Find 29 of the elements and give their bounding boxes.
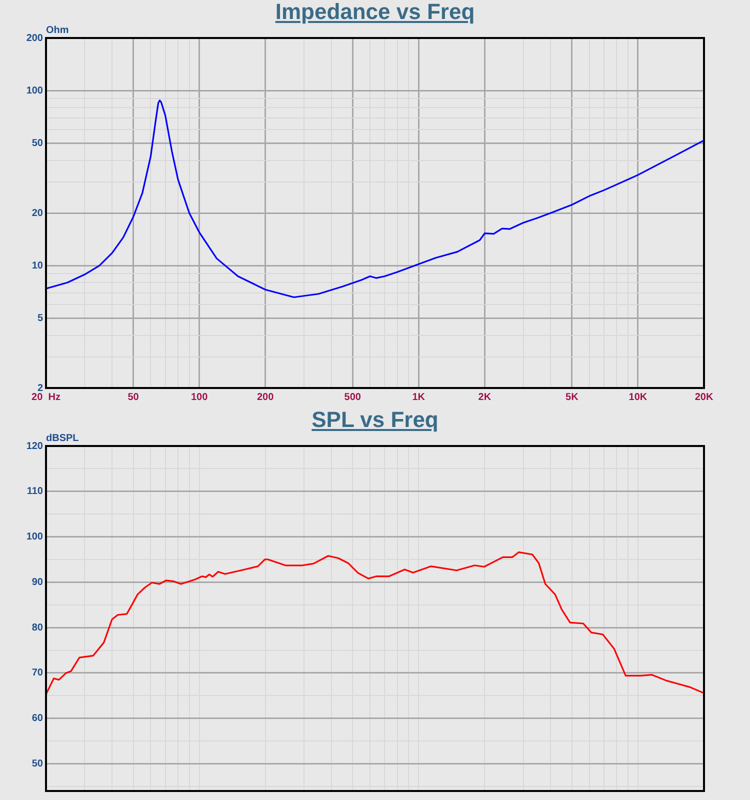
x-tick-label: 2K [478, 392, 492, 403]
x-tick-label: 20K [694, 392, 714, 403]
y-tick-label: 100 [26, 85, 44, 96]
y-tick-label: 50 [32, 758, 44, 770]
y-tick-label: 110 [26, 486, 44, 498]
x-tick-label: 1K [412, 392, 426, 403]
x-tick-label: 200 [256, 392, 274, 403]
y-tick-label: 200 [26, 32, 44, 44]
x-tick-label: 20 Hz [32, 392, 60, 403]
y-axis-title: Ohm [46, 24, 69, 36]
chart-title: Impedance vs Freq [275, 0, 475, 24]
x-tick-label: 100 [190, 392, 208, 403]
y-tick-label: 120 [26, 440, 44, 452]
y-tick-label: 20 [32, 208, 44, 219]
y-tick-label: 5 [37, 313, 44, 324]
y-tick-label: 2 [37, 382, 44, 394]
y-tick-label: 80 [32, 622, 44, 634]
x-tick-label: 10K [628, 392, 648, 403]
y-tick-label: 60 [32, 713, 44, 724]
chart-title: SPL vs Freq [312, 407, 438, 432]
y-tick-label: 100 [26, 532, 44, 543]
y-tick-label: 70 [32, 668, 44, 679]
x-tick-label: 5K [566, 392, 580, 403]
y-tick-label: 10 [32, 260, 44, 272]
y-tick-label: 90 [32, 576, 44, 588]
x-tick-label: 500 [344, 392, 362, 403]
x-tick-label: 50 [128, 392, 140, 403]
y-axis-title: dBSPL [46, 432, 79, 444]
y-tick-label: 50 [32, 138, 44, 150]
